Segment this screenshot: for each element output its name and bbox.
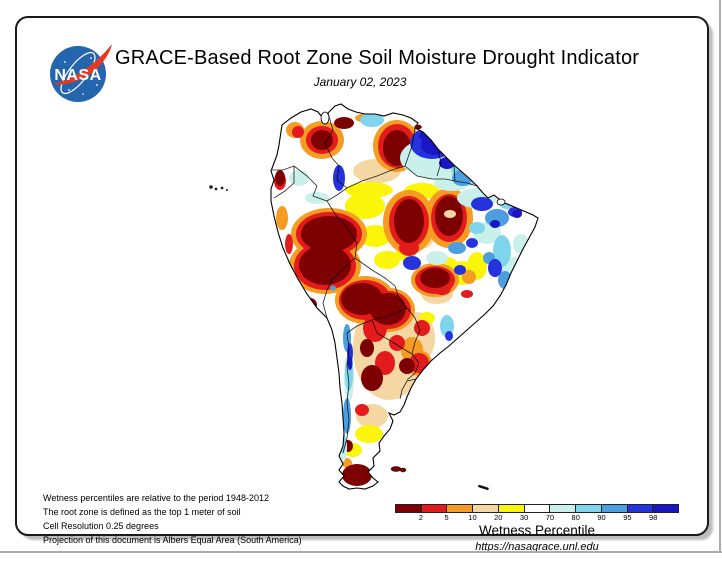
colorbar-tick-label: 30 [519, 513, 529, 522]
colorbar-tick-label: 80 [571, 513, 580, 522]
colorbar-tick-label: 95 [623, 513, 632, 522]
colorbar-tick-label: 2 [418, 513, 423, 522]
window-edge-right [719, 0, 721, 553]
wetness-legend: 2 5 10 20 30 70 80 90 95 98 Wetness Percentile ht… [395, 504, 680, 553]
lake-maracaibo [320, 111, 330, 125]
window-edge-bottom [0, 551, 722, 553]
colorbar-segment [627, 505, 654, 512]
note-line: Cell Resolution 0.25 degrees [43, 521, 159, 531]
falkland-islands [390, 466, 407, 473]
trinidad-island [414, 124, 422, 130]
colorbar [395, 504, 679, 513]
marajo-island [496, 198, 506, 206]
colorbar-segment [421, 505, 448, 512]
colorbar-segment [524, 505, 551, 512]
page-title: GRACE-Based Root Zone Soil Moisture Drou… [115, 47, 640, 69]
colorbar-segment [550, 505, 577, 512]
nasa-logo-text: NASA [54, 67, 101, 84]
colorbar-tick-label: 5 [444, 513, 449, 522]
map-date: January 02, 2023 [313, 75, 407, 89]
colorbar-segment [653, 505, 679, 512]
coastline [270, 103, 539, 490]
colorbar-tick-label: 20 [494, 513, 503, 522]
colorbar-segment [473, 505, 499, 512]
colorbar-tick-label: 98 [649, 513, 658, 522]
note-line: The root zone is defined as the top 1 me… [43, 507, 241, 517]
country-borders [271, 112, 478, 454]
south-georgia-island [478, 484, 489, 491]
note-line: Wetness percentiles are relative to the … [43, 493, 269, 503]
colorbar-segment [447, 505, 474, 512]
galapagos-islands [209, 185, 228, 191]
nasa-orbit-icon [60, 51, 96, 95]
legend-title: Wetness Percentile [478, 523, 596, 538]
colorbar-segment [498, 505, 525, 512]
colorbar-tick-label: 10 [468, 513, 477, 522]
note-line: Projection of this document is Albers Eq… [43, 535, 302, 545]
colorbar-segment [576, 505, 602, 512]
colorbar-segment [601, 505, 628, 512]
map-panel: NASA GRACE-Based Root Zone Soil Moisture… [15, 16, 709, 553]
colorbar-tick-label: 70 [545, 513, 555, 522]
south-america-drought-map [209, 103, 539, 491]
map-notes: Wetness percentiles are relative to the … [43, 491, 302, 547]
colorbar-ticks: 2 5 10 20 30 70 80 90 95 98 [395, 513, 679, 522]
legend-url: https://nasagrace.unl.edu [475, 541, 599, 553]
colorbar-tick-label: 90 [597, 513, 606, 522]
nasa-logo: NASA [50, 44, 112, 102]
colorbar-segment [396, 505, 422, 512]
nasa-swoosh-icon [53, 44, 112, 85]
